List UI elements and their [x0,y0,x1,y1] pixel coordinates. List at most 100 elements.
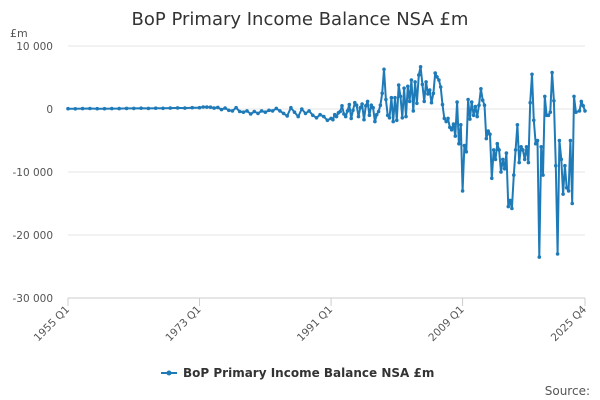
data-point [303,111,308,116]
data-point [281,111,286,116]
data-point [438,85,443,89]
data-point [546,113,551,118]
data-point [385,113,390,118]
data-point [208,105,213,109]
data-point [409,78,414,82]
data-point [451,122,456,126]
x-tick-label: 2009 Q1 [426,304,466,344]
data-point [146,106,151,111]
data-point [473,104,478,109]
data-point [435,75,439,79]
data-point [248,112,253,116]
data-point [389,95,394,100]
data-point [564,186,569,190]
data-point [570,201,574,206]
data-point [289,105,293,110]
data-point [477,103,481,107]
data-point [418,65,423,69]
data-point [459,123,463,127]
data-point [345,109,350,113]
y-axis-ticks: 10 000 0 -10 000 -20 000 -30 000 [12,41,53,305]
data-point [349,116,354,121]
data-point [374,112,379,117]
data-point [541,173,545,177]
data-point [528,100,532,105]
data-point [563,163,567,168]
data-point [334,114,339,119]
data-point [559,157,564,162]
data-point [468,117,472,121]
data-point [480,98,485,102]
data-point [568,138,573,143]
data-point [252,109,257,114]
data-point [466,97,470,102]
data-point [533,141,538,146]
data-point [515,123,520,127]
data-point [395,118,399,123]
data-point [524,145,529,149]
data-point [495,141,500,146]
data-point [351,108,355,113]
data-point [453,134,458,138]
data-point [318,112,322,117]
data-point [530,72,534,77]
data-point [550,70,554,75]
data-point [532,118,536,123]
data-point [285,114,290,118]
data-point [338,109,343,114]
data-point [566,189,571,193]
data-point [73,107,78,111]
data-point [581,104,585,108]
data-point [393,95,397,100]
data-point [574,110,578,114]
data-point [314,116,319,120]
legend[interactable]: BoP Primary Income Balance NSA £m [161,366,434,380]
data-point [234,105,238,110]
data-point [510,206,514,211]
x-tick-label: 1991 Q1 [295,304,335,344]
data-point [311,113,315,118]
x-tick-label: 1955 Q1 [32,304,72,344]
data-point [424,80,428,84]
data-point [522,157,527,162]
data-point [387,116,392,120]
data-point [444,119,449,124]
data-point [367,113,372,118]
data-point [139,106,143,110]
data-point [354,103,359,107]
data-point [237,109,242,114]
data-point [245,109,249,113]
data-point [497,148,501,152]
data-point [378,103,383,107]
data-point [491,148,496,152]
data-point [501,157,505,162]
data-point [292,110,297,114]
data-point [552,99,556,103]
data-point [557,138,562,143]
data-point [80,106,85,111]
data-point [347,102,352,107]
data-point [579,99,584,104]
data-point [512,173,516,177]
data-point [216,105,220,110]
data-point [427,88,432,92]
data-point [521,148,525,152]
data-point [190,105,194,110]
legend-label: BoP Primary Income Balance NSA £m [183,366,434,380]
data-point [205,105,209,109]
data-point [398,94,403,99]
data-point [422,99,427,104]
data-point [406,84,410,89]
data-point [420,82,425,87]
data-point [197,105,202,110]
data-point [486,129,491,133]
data-point [263,110,268,114]
data-point [278,109,282,113]
data-point [490,176,494,181]
y-tick-label: -20 000 [12,230,53,242]
data-point [382,67,386,72]
data-point [325,118,330,123]
data-point [413,80,417,84]
source-label[interactable]: Source: [545,384,590,398]
data-point [433,71,438,75]
